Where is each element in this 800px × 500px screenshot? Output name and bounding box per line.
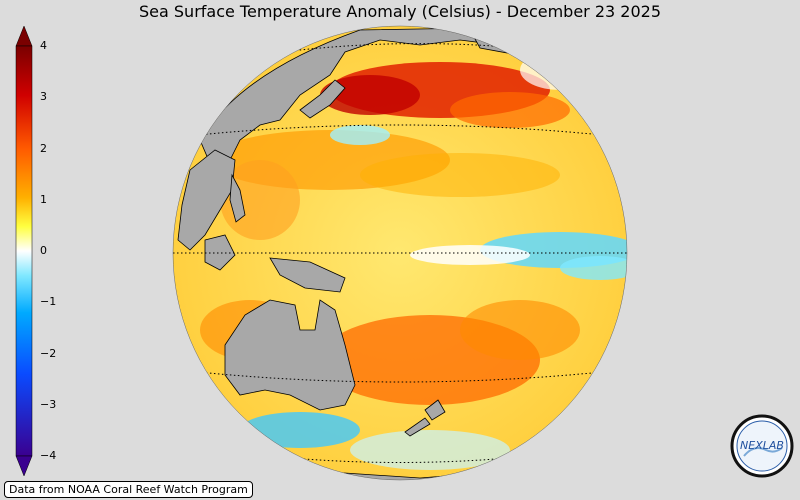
colorbar-tick-label: −4 bbox=[40, 449, 57, 462]
colorbar-tick-label: 3 bbox=[40, 90, 47, 104]
globe-outline bbox=[172, 25, 628, 481]
australia bbox=[224, 299, 356, 411]
landmasses bbox=[177, 27, 601, 480]
attribution: Data from NOAA Coral Reef Watch Program bbox=[4, 481, 253, 498]
nexlab-logo: NEXLAB bbox=[730, 414, 794, 478]
philippines bbox=[229, 173, 246, 223]
asia-east-coast bbox=[177, 149, 236, 251]
asia-north-landmass bbox=[199, 27, 502, 176]
new-zealand-north bbox=[424, 399, 446, 421]
colorbar-min-arrow bbox=[15, 455, 33, 476]
colorbar-tick-label: 0 bbox=[40, 244, 47, 257]
colorbar-tick-label: 4 bbox=[40, 39, 47, 52]
colorbar-tick-label: 1 bbox=[40, 192, 47, 206]
new-guinea bbox=[269, 257, 346, 293]
colorbar-tick-label: −2 bbox=[40, 346, 57, 360]
logo-text: NEXLAB bbox=[740, 439, 784, 452]
japan-islands bbox=[299, 79, 346, 119]
colorbar-tick-label: −1 bbox=[40, 295, 57, 309]
colorbar bbox=[15, 26, 33, 476]
borneo bbox=[204, 234, 236, 271]
colorbar-tick-label: 2 bbox=[40, 141, 47, 155]
map-title: Sea Surface Temperature Anomaly (Celsius… bbox=[139, 2, 661, 21]
new-zealand-south bbox=[404, 417, 431, 437]
colorbar-tick-label: −3 bbox=[40, 397, 57, 411]
